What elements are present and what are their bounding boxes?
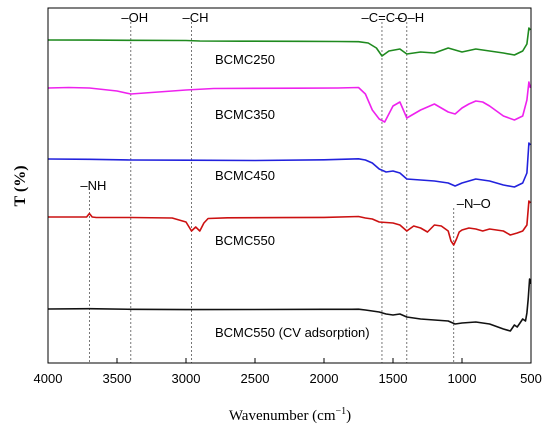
group-labels: –OH –CH –C=C–O–H –NH –N–O bbox=[80, 10, 490, 211]
series-label-0: BCMC250 bbox=[215, 52, 275, 67]
x-axis-title-main: Wavenumber (cm bbox=[229, 408, 336, 424]
x-tick-label-4: 2000 bbox=[310, 371, 339, 386]
x-axis-title-end: ) bbox=[346, 408, 351, 424]
x-tick-label-3: 2500 bbox=[241, 371, 270, 386]
series-line-4 bbox=[47, 278, 532, 332]
x-axis-title-sup: −1 bbox=[336, 406, 347, 417]
series-label-1: BCMC350 bbox=[215, 107, 275, 122]
reference-lines bbox=[89, 22, 455, 363]
x-tick-label-6: 1000 bbox=[448, 371, 477, 386]
series-line-1 bbox=[47, 81, 532, 123]
group-label-2: –C=C– bbox=[362, 10, 404, 25]
x-axis-title: Wavenumber (cm−1) bbox=[229, 406, 351, 424]
series-line-0 bbox=[47, 27, 531, 57]
series-label-2: BCMC450 bbox=[215, 168, 275, 183]
series-line-2 bbox=[47, 142, 531, 188]
group-label-4: –NH bbox=[80, 178, 106, 193]
series-label-4: BCMC550 (CV adsorption) bbox=[215, 325, 370, 340]
x-tick-label-5: 1500 bbox=[379, 371, 408, 386]
plot-frame bbox=[47, 7, 532, 364]
x-axis: 4000 3500 3000 2500 2000 1500 1000 500 bbox=[34, 358, 542, 386]
x-tick-label-7: 500 bbox=[520, 371, 542, 386]
group-label-3: O–H bbox=[397, 10, 424, 25]
x-tick-label-0: 4000 bbox=[34, 371, 63, 386]
series-label-3: BCMC550 bbox=[215, 233, 275, 248]
y-axis-title: T (%) bbox=[12, 165, 29, 206]
x-tick-label-1: 3500 bbox=[103, 371, 132, 386]
series-labels: BCMC250 BCMC350 BCMC450 BCMC550 BCMC550 (CV … bbox=[215, 52, 370, 340]
series-line-3 bbox=[48, 200, 531, 246]
group-label-0: –OH bbox=[121, 10, 148, 25]
x-tick-label-2: 3000 bbox=[172, 371, 201, 386]
group-label-1: –CH bbox=[183, 10, 209, 25]
group-label-5: –N–O bbox=[457, 196, 491, 211]
series-layer bbox=[47, 27, 532, 332]
